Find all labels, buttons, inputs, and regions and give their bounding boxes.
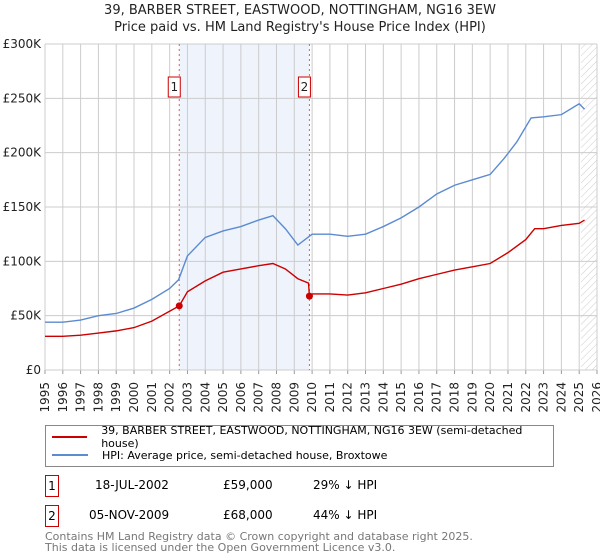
sale-hpi-diff: 29% ↓ HPI [313,478,378,492]
x-tick-label: 2014 [376,382,390,413]
x-tick-label: 2017 [430,382,444,413]
y-tick-label: £250K [3,91,43,105]
x-tick-label: 2011 [323,382,337,413]
y-tick-label: £0 [26,363,41,377]
y-tick-label: £300K [3,37,43,51]
x-tick-label: 2015 [394,382,408,413]
series-line [45,219,585,338]
sale-label: 1 [170,80,178,94]
x-tick-label: 1996 [56,382,70,413]
sale-label-box [297,76,311,98]
y-tick-label: £100K [3,254,43,268]
x-tick-label: 2003 [180,382,194,413]
series-line [45,102,586,323]
x-tick-label: 2005 [216,382,230,413]
legend-label-hpi: HPI: Average price, semi-detached house,… [102,448,388,462]
chart-title: 39, BARBER STREET, EASTWOOD, NOTTINGHAM,… [104,3,496,18]
x-tick-label: 2002 [163,382,177,413]
x-tick-label: 2020 [483,382,497,413]
x-tick-label: 2009 [287,382,301,413]
sale-date: 18-JUL-2002 [95,478,169,492]
x-tick-label: 2024 [554,382,568,413]
legend-swatch-property [52,436,88,438]
x-tick-label: 2016 [412,382,426,413]
x-tick-label: 1998 [91,382,105,413]
y-tick-label: £150K [3,200,43,214]
x-tick-label: 2001 [145,382,159,413]
y-tick-label: £50K [10,309,42,323]
sale-point [175,302,183,310]
x-tick-label: 2026 [590,382,600,413]
sale-price: £68,000 [223,508,273,522]
sale-row: 2 05-NOV-2009 £68,000 44% ↓ HPI [45,505,445,527]
chart-subtitle: Price paid vs. HM Land Registry's House … [114,20,486,35]
sale-price: £59,000 [223,478,273,492]
legend-swatch-hpi [52,454,88,456]
sale-label: 2 [301,80,309,94]
sale-point [305,292,313,300]
x-tick-label: 2018 [448,382,462,413]
footer-copyright: Contains HM Land Registry data © Crown c… [45,530,473,543]
x-tick-label: 2008 [269,382,283,413]
sale-hpi-diff: 44% ↓ HPI [313,508,378,522]
price-chart: 1995 1996 1997 1998 1999 2000 2001 2002 2003 2004… [3,37,600,413]
y-tick-label: £200K [3,146,43,160]
sale-badge: 1 [45,475,59,497]
x-tick-label: 2000 [127,382,141,413]
sale-date: 05-NOV-2009 [89,508,170,522]
x-tick-label: 2021 [501,382,515,413]
footer: Contains HM Land Registry data © Crown c… [45,531,473,553]
x-tick-label: 2013 [359,382,373,413]
x-tick-label: 2010 [305,382,319,413]
legend: 39, BARBER STREET, EASTWOOD, NOTTINGHAM,… [45,424,554,467]
x-tick-label: 2006 [234,382,248,413]
sale-row: 1 18-JUL-2002 £59,000 29% ↓ HPI [45,475,445,497]
footer-licence: This data is licensed under the Open Gov… [45,541,396,554]
x-tick-label: 1999 [109,382,123,413]
x-tick-label: 1997 [74,382,88,413]
x-tick-label: 1995 [38,382,52,413]
x-tick-label: 2019 [465,382,479,413]
x-tick-label: 2004 [198,382,212,413]
x-tick-label: 2007 [252,382,266,413]
x-tick-label: 2023 [537,382,551,413]
x-tick-label: 2012 [341,382,355,413]
sale-label-box [167,76,181,98]
x-tick-label: 2025 [572,382,586,413]
legend-label-property: 39, BARBER STREET, EASTWOOD, NOTTINGHAM,… [101,424,523,450]
x-tick-label: 2022 [519,382,533,413]
sale-badge: 2 [45,505,59,527]
